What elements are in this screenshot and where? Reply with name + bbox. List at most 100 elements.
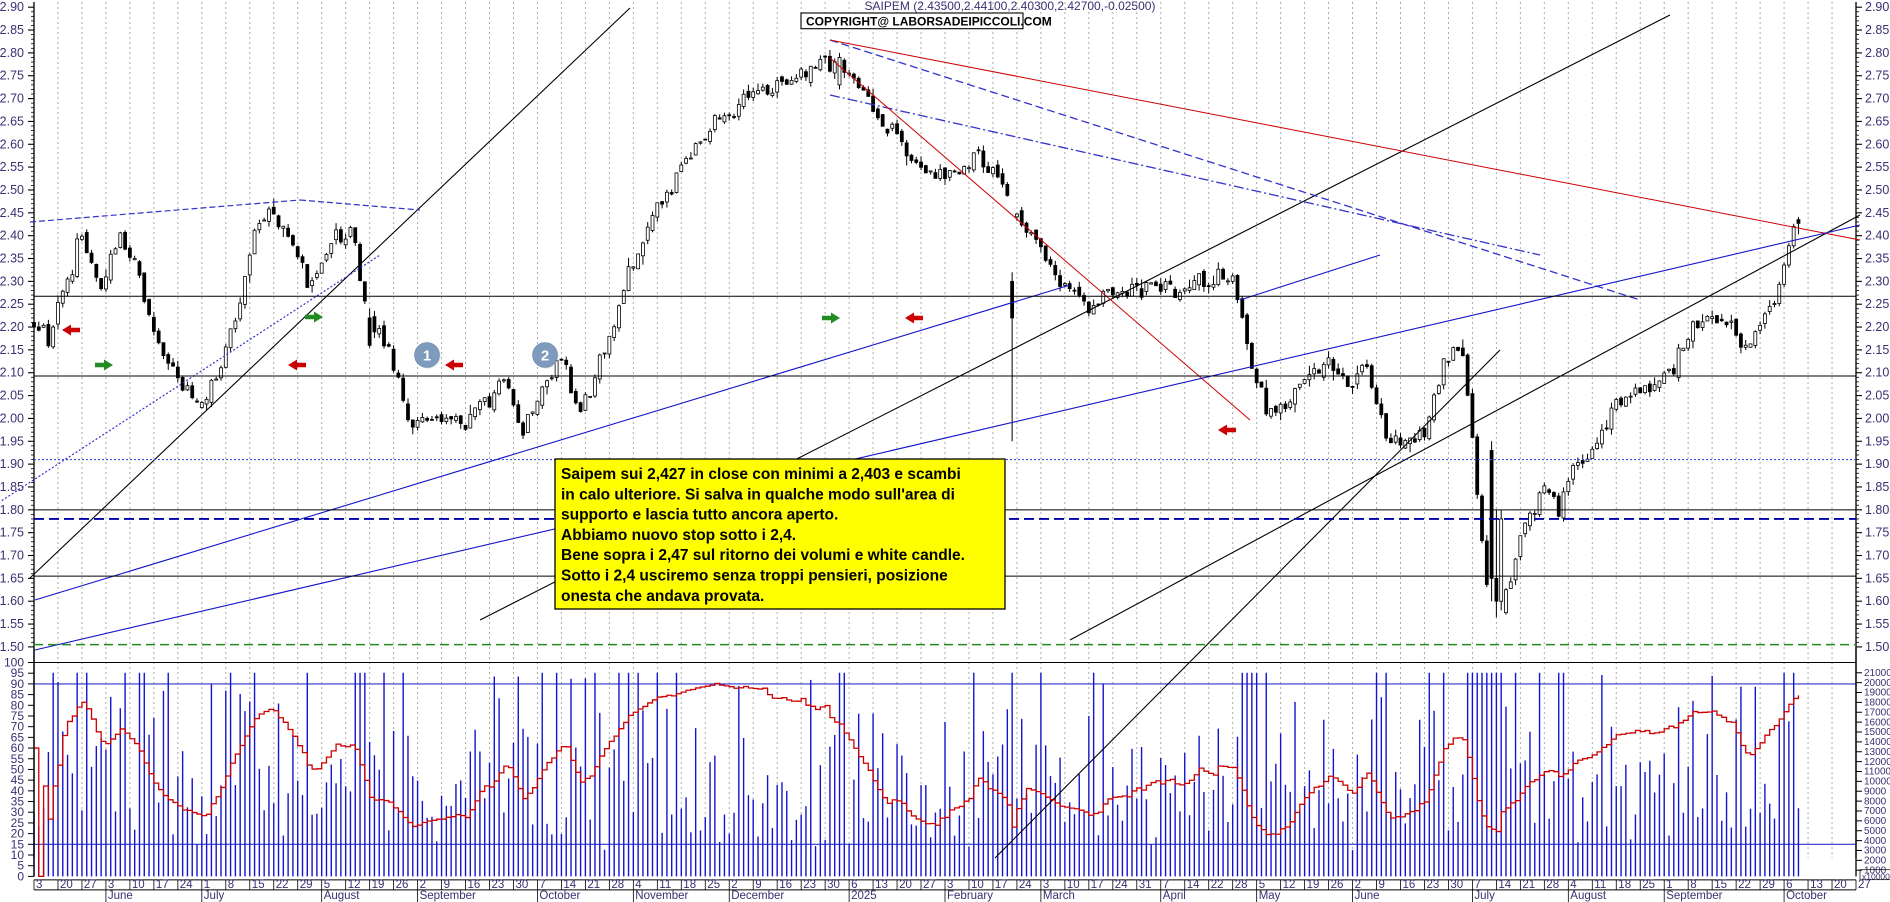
svg-text:1: 1: [423, 348, 431, 365]
svg-text:2.60: 2.60: [1865, 137, 1889, 151]
svg-text:25: 25: [1642, 879, 1655, 891]
svg-text:2.65: 2.65: [1865, 114, 1889, 128]
svg-text:15000: 15000: [1864, 727, 1890, 738]
svg-text:1.65: 1.65: [1865, 571, 1889, 585]
svg-text:25: 25: [707, 879, 720, 891]
svg-text:2.50: 2.50: [0, 183, 24, 197]
svg-text:2000: 2000: [1864, 856, 1887, 867]
svg-text:4000: 4000: [1864, 836, 1887, 847]
svg-text:1.65: 1.65: [0, 571, 24, 585]
svg-text:1.75: 1.75: [0, 526, 24, 540]
svg-text:1.70: 1.70: [0, 549, 24, 563]
svg-text:2.35: 2.35: [0, 252, 24, 266]
svg-text:22: 22: [1738, 879, 1751, 891]
svg-text:1.90: 1.90: [0, 457, 24, 471]
svg-text:8: 8: [228, 879, 234, 891]
svg-text:1.70: 1.70: [1865, 549, 1889, 563]
svg-text:5000: 5000: [1864, 826, 1887, 837]
svg-text:18000: 18000: [1864, 698, 1890, 709]
svg-text:1.50: 1.50: [0, 640, 24, 654]
svg-text:2.30: 2.30: [1865, 274, 1889, 288]
svg-text:1.80: 1.80: [0, 503, 24, 517]
svg-text:2.45: 2.45: [1865, 206, 1889, 220]
svg-text:3000: 3000: [1864, 846, 1887, 857]
svg-text:16000: 16000: [1864, 717, 1890, 728]
svg-text:9000: 9000: [1864, 786, 1887, 797]
svg-text:20: 20: [60, 879, 73, 891]
svg-text:1.80: 1.80: [1865, 503, 1889, 517]
svg-text:3: 3: [36, 879, 42, 891]
svg-text:27: 27: [923, 879, 936, 891]
svg-text:August: August: [1570, 890, 1607, 902]
svg-text:1.60: 1.60: [0, 594, 24, 608]
svg-text:17: 17: [995, 879, 1008, 891]
svg-text:2.25: 2.25: [0, 297, 24, 311]
svg-text:21: 21: [587, 879, 600, 891]
svg-text:2.70: 2.70: [0, 92, 24, 106]
svg-text:2.90: 2.90: [1865, 0, 1889, 14]
svg-text:17: 17: [1091, 879, 1104, 891]
svg-text:Saipem sui 2,427 in close con: Saipem sui 2,427 in close con minimi a 2…: [561, 466, 961, 483]
svg-text:Bene sopra i 2,47 sul ritorno: Bene sopra i 2,47 sul ritorno dei volumi…: [561, 547, 965, 564]
svg-text:2025: 2025: [851, 890, 877, 902]
svg-text:28: 28: [1546, 879, 1559, 891]
svg-text:2.00: 2.00: [0, 411, 24, 425]
svg-text:2.85: 2.85: [0, 23, 24, 37]
svg-text:31: 31: [1139, 879, 1152, 891]
svg-text:29: 29: [1762, 879, 1775, 891]
svg-text:12000: 12000: [1864, 757, 1890, 768]
svg-text:28: 28: [1235, 879, 1248, 891]
svg-text:April: April: [1163, 890, 1186, 902]
svg-text:11000: 11000: [1864, 767, 1890, 778]
svg-text:March: March: [1043, 890, 1075, 902]
svg-text:28: 28: [611, 879, 624, 891]
svg-text:22: 22: [1211, 879, 1224, 891]
svg-text:2.80: 2.80: [0, 46, 24, 60]
svg-text:2.75: 2.75: [0, 69, 24, 83]
svg-text:23: 23: [803, 879, 816, 891]
svg-text:2: 2: [541, 348, 549, 365]
svg-text:30: 30: [827, 879, 840, 891]
svg-text:2.75: 2.75: [1865, 69, 1889, 83]
svg-text:May: May: [1259, 890, 1281, 902]
svg-text:16: 16: [1403, 879, 1416, 891]
svg-text:September: September: [1666, 890, 1722, 902]
svg-text:26: 26: [1331, 879, 1344, 891]
svg-text:10: 10: [132, 879, 145, 891]
svg-text:October: October: [1786, 890, 1827, 902]
svg-text:8000: 8000: [1864, 796, 1887, 807]
svg-text:22: 22: [276, 879, 289, 891]
svg-text:1.85: 1.85: [1865, 480, 1889, 494]
svg-text:2.55: 2.55: [1865, 160, 1889, 174]
svg-text:30: 30: [1450, 879, 1463, 891]
svg-text:7000: 7000: [1864, 806, 1887, 817]
svg-text:2.15: 2.15: [0, 343, 24, 357]
svg-text:February: February: [947, 890, 993, 902]
svg-text:1.90: 1.90: [1865, 457, 1889, 471]
svg-text:10000: 10000: [1864, 777, 1890, 788]
svg-text:1.55: 1.55: [0, 617, 24, 631]
svg-text:2.15: 2.15: [1865, 343, 1889, 357]
svg-text:SAIPEM (2.43500,2.44100,2.4030: SAIPEM (2.43500,2.44100,2.40300,2.42700,…: [865, 0, 1156, 13]
svg-text:14000: 14000: [1864, 737, 1890, 748]
svg-text:19: 19: [372, 879, 385, 891]
svg-text:18: 18: [1618, 879, 1631, 891]
svg-text:in calo ulteriore. Si salva in: in calo ulteriore. Si salva in qualche m…: [561, 486, 955, 503]
svg-text:24: 24: [1115, 879, 1128, 891]
svg-text:Abbiamo nuovo stop sotto i 2,4: Abbiamo nuovo stop sotto i 2,4.: [561, 527, 796, 544]
svg-text:1.95: 1.95: [0, 434, 24, 448]
svg-text:15: 15: [252, 879, 265, 891]
svg-text:2.35: 2.35: [1865, 252, 1889, 266]
svg-text:26: 26: [396, 879, 409, 891]
svg-text:June: June: [1355, 890, 1380, 902]
svg-text:Sotto i 2,4 usciremo senza tro: Sotto i 2,4 usciremo senza troppi pensie…: [561, 568, 948, 585]
svg-text:1.85: 1.85: [0, 480, 24, 494]
svg-text:1.75: 1.75: [1865, 526, 1889, 540]
svg-text:COPYRIGHT@ LABORSADEIPICCOLI.C: COPYRIGHT@ LABORSADEIPICCOLI.COM: [806, 15, 1052, 29]
svg-text:2.05: 2.05: [0, 389, 24, 403]
svg-text:24: 24: [180, 879, 193, 891]
svg-text:1.55: 1.55: [1865, 617, 1889, 631]
svg-text:December: December: [731, 890, 784, 902]
svg-text:2.40: 2.40: [0, 229, 24, 243]
svg-text:14: 14: [1187, 879, 1200, 891]
